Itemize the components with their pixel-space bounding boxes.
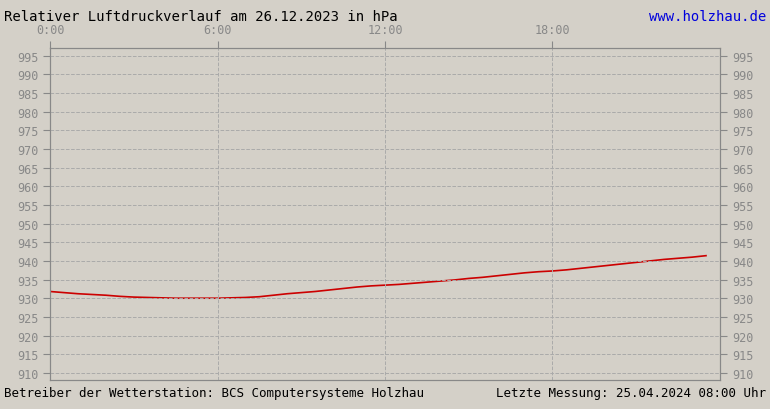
Text: Betreiber der Wetterstation: BCS Computersysteme Holzhau: Betreiber der Wetterstation: BCS Compute… <box>4 386 424 399</box>
Text: Relativer Luftdruckverlauf am 26.12.2023 in hPa: Relativer Luftdruckverlauf am 26.12.2023… <box>4 10 397 24</box>
Text: Letzte Messung: 25.04.2024 08:00 Uhr: Letzte Messung: 25.04.2024 08:00 Uhr <box>496 386 766 399</box>
Text: www.holzhau.de: www.holzhau.de <box>649 10 766 24</box>
